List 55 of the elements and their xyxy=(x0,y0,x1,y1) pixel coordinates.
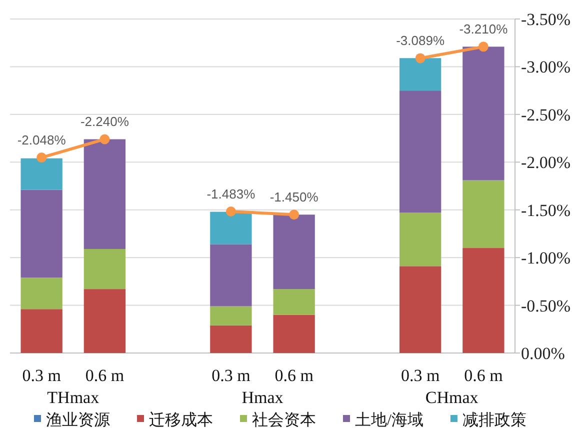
data-label: -3.089% xyxy=(396,33,445,48)
point xyxy=(226,206,236,216)
y-tick-label: -1.00% xyxy=(521,248,571,268)
y-tick-label: 0.00% xyxy=(521,344,565,363)
bar xyxy=(20,309,62,353)
y-tick-label: -3.50% xyxy=(521,10,571,29)
point xyxy=(36,152,47,163)
bar xyxy=(84,248,126,290)
bar xyxy=(273,289,315,315)
bar xyxy=(462,46,504,180)
bar xyxy=(84,289,126,353)
x-tick-label: 0.6 m xyxy=(464,366,503,385)
x-tick-label: 0.3 m xyxy=(22,366,61,385)
legend-label: 迁移成本 xyxy=(149,411,213,429)
bar xyxy=(210,212,252,244)
data-label: -3.210% xyxy=(459,22,508,37)
x-tick-label: 0.3 m xyxy=(212,366,250,385)
y-tick-label: -2.50% xyxy=(521,105,571,124)
data-label: -2.240% xyxy=(80,114,130,130)
legend-label: 土地/海域 xyxy=(355,411,424,429)
bar xyxy=(20,278,62,310)
bar xyxy=(399,212,442,266)
bar xyxy=(273,314,315,353)
text: Hmax xyxy=(242,388,284,407)
point xyxy=(415,53,426,64)
y-tick-label: -3.00% xyxy=(521,58,571,77)
legend-label: 减排政策 xyxy=(462,411,526,429)
data-label: -2.048% xyxy=(17,132,66,148)
bar xyxy=(462,248,504,353)
data-label: -1.483% xyxy=(206,186,256,202)
x-tick-label: 0.3 m xyxy=(400,366,440,385)
x-tick-label: 0.6 m xyxy=(85,366,124,385)
point xyxy=(100,134,110,144)
point xyxy=(478,42,488,52)
data-label: -1.450% xyxy=(270,190,319,205)
bar xyxy=(273,214,315,290)
bar xyxy=(399,266,442,353)
bar xyxy=(462,180,504,248)
y-tick-label: -2.00% xyxy=(521,153,571,172)
y-tick-label: -0.50% xyxy=(521,296,571,316)
legend-label: 社会资本 xyxy=(252,411,316,429)
point xyxy=(289,210,300,220)
bar xyxy=(399,58,442,91)
bar xyxy=(20,158,62,190)
text: THmax xyxy=(47,388,100,407)
x-tick-label: 0.6 m xyxy=(274,366,314,385)
legend-label: 渔业资源 xyxy=(46,411,110,429)
bar xyxy=(210,244,252,306)
bar xyxy=(399,90,442,213)
bar xyxy=(84,139,126,249)
bar xyxy=(210,325,252,353)
text: CHmax xyxy=(425,388,479,407)
bar xyxy=(210,306,252,326)
y-tick-label: -1.50% xyxy=(521,200,571,220)
bar xyxy=(20,190,62,278)
